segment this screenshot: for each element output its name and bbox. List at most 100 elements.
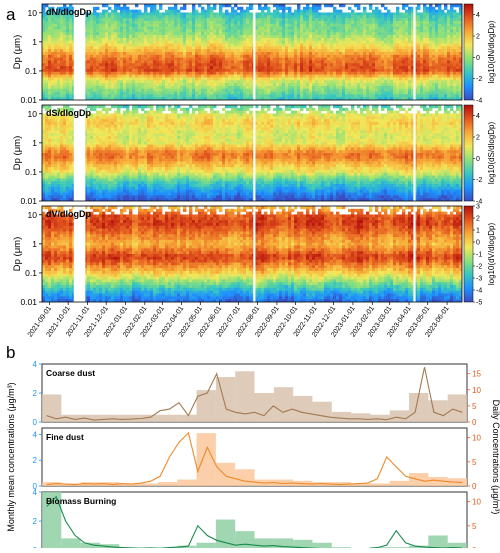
heatmap-cell — [147, 38, 150, 41]
heatmap-cell — [333, 7, 336, 10]
heatmap-cell — [117, 15, 120, 18]
heatmap-cell — [210, 15, 213, 18]
heatmap-cell — [183, 18, 186, 21]
heatmap-cell — [324, 77, 327, 80]
heatmap-cell — [150, 18, 153, 21]
heatmap-cell — [177, 49, 180, 52]
heatmap-cell — [246, 44, 249, 47]
heatmap-cell — [360, 27, 363, 30]
heatmap-cell — [429, 18, 432, 21]
heatmap-cell — [192, 27, 195, 30]
heatmap-cell — [162, 12, 165, 15]
heatmap-cell — [99, 60, 102, 63]
heatmap-cell — [237, 21, 240, 24]
heatmap-cell — [66, 21, 69, 24]
heatmap-cell — [279, 27, 282, 30]
heatmap-cell — [390, 63, 393, 66]
heatmap-cell — [327, 55, 330, 58]
heatmap-cell — [96, 21, 99, 24]
heatmap-cell — [162, 52, 165, 55]
heatmap-cell — [159, 66, 162, 69]
heatmap-cell — [222, 66, 225, 69]
heatmap-cell — [249, 21, 252, 24]
heatmap-cell — [324, 27, 327, 30]
heatmap-cell — [384, 94, 387, 97]
heatmap-cell — [378, 15, 381, 18]
heatmap-cell — [351, 60, 354, 63]
heatmap-cell — [270, 72, 273, 75]
heatmap-cell — [288, 94, 291, 97]
heatmap-cell — [249, 92, 252, 95]
heatmap-cell — [42, 181, 45, 184]
heatmap-cell — [174, 75, 177, 78]
heatmap-cell — [450, 69, 453, 72]
heatmap-cell — [129, 21, 132, 24]
heatmap-cell — [279, 63, 282, 66]
heatmap-cell — [141, 29, 144, 32]
heatmap-cell — [375, 92, 378, 95]
heatmap-cell — [171, 12, 174, 15]
heatmap-cell — [132, 12, 135, 15]
heatmap-cell — [324, 89, 327, 92]
heatmap-cell — [258, 35, 261, 38]
heatmap-cell — [375, 66, 378, 69]
heatmap-cell — [60, 21, 63, 24]
heatmap-cell — [366, 60, 369, 63]
heatmap-cell — [306, 29, 309, 32]
y-tick-label: 0.01 — [20, 95, 37, 105]
heatmap-cell — [237, 72, 240, 75]
heatmap-cell — [282, 75, 285, 78]
heatmap-cell — [210, 32, 213, 35]
heatmap-cell — [183, 21, 186, 24]
heatmap-cell — [282, 52, 285, 55]
heatmap-cell — [327, 72, 330, 75]
heatmap-cell — [186, 32, 189, 35]
heatmap-cell — [177, 15, 180, 18]
heatmap-cell — [387, 94, 390, 97]
heatmap-cell — [138, 44, 141, 47]
heatmap-cell — [408, 7, 411, 10]
heatmap-cell — [420, 89, 423, 92]
heatmap-cell — [291, 77, 294, 80]
heatmap-cell — [69, 52, 72, 55]
heatmap-cell — [135, 77, 138, 80]
heatmap-cell — [45, 72, 48, 75]
heatmap-cell — [237, 69, 240, 72]
heatmap-cell — [354, 15, 357, 18]
heatmap-cell — [333, 35, 336, 38]
heatmap-cell — [417, 94, 420, 97]
heatmap-cell — [51, 94, 54, 97]
heatmap-cell — [324, 94, 327, 97]
heatmap-cell — [45, 63, 48, 66]
heatmap-cell — [315, 18, 318, 21]
heatmap-cell — [237, 52, 240, 55]
heatmap-cell — [285, 52, 288, 55]
heatmap-cell — [435, 60, 438, 63]
heatmap-cell — [402, 7, 405, 10]
heatmap-cell — [138, 83, 141, 86]
heatmap-cell — [192, 77, 195, 80]
heatmap-cell — [45, 150, 48, 153]
heatmap-cell — [351, 52, 354, 55]
heatmap-cell — [147, 21, 150, 24]
heatmap-cell — [279, 38, 282, 41]
heatmap-cell — [108, 18, 111, 21]
heatmap-cell — [336, 66, 339, 69]
heatmap-cell — [183, 44, 186, 47]
heatmap-cell — [363, 75, 366, 78]
heatmap-cell — [402, 60, 405, 63]
heatmap-cell — [144, 4, 147, 7]
heatmap-cell — [354, 49, 357, 52]
heatmap-cell — [282, 80, 285, 83]
heatmap-cell — [357, 46, 360, 49]
heatmap-cell — [201, 21, 204, 24]
heatmap-cell — [270, 44, 273, 47]
heatmap-cell — [393, 63, 396, 66]
heatmap-cell — [87, 18, 90, 21]
heatmap-cell — [195, 55, 198, 58]
heatmap-cell — [69, 170, 72, 173]
heatmap-cell — [258, 18, 261, 21]
heatmap-cell — [375, 86, 378, 89]
heatmap-cell — [42, 15, 45, 18]
heatmap-cell — [318, 66, 321, 69]
